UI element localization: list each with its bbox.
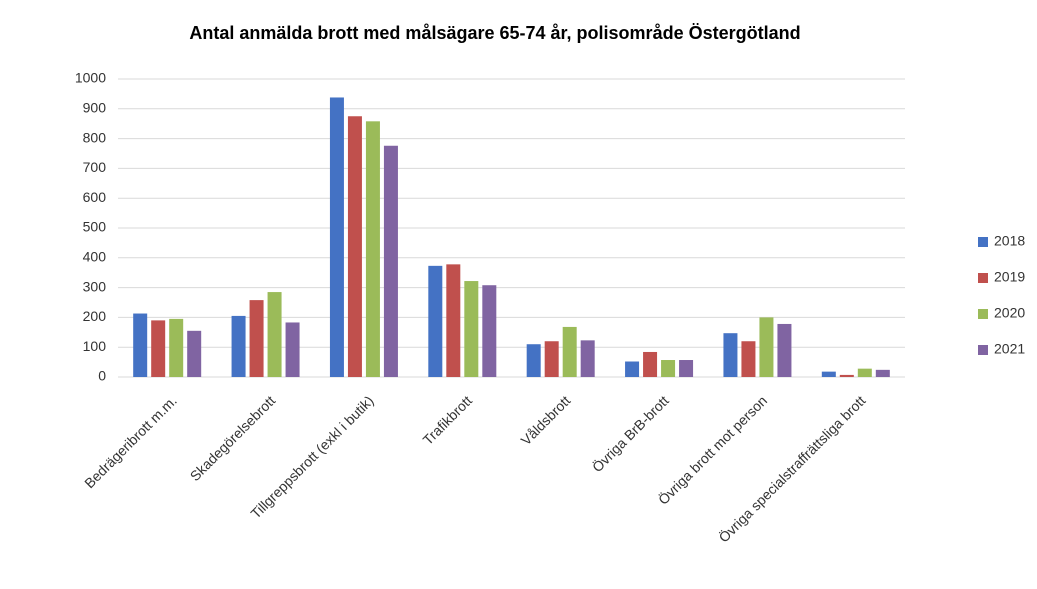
bar — [839, 374, 854, 377]
bar — [821, 371, 836, 377]
bar — [231, 315, 246, 377]
bar — [347, 116, 362, 377]
bar — [777, 323, 792, 377]
bar — [329, 97, 344, 377]
bar — [285, 322, 300, 377]
y-tick-label: 900 — [83, 100, 107, 116]
bar — [187, 330, 202, 377]
y-tick-label: 200 — [83, 308, 107, 324]
chart-title: Antal anmälda brott med målsägare 65-74 … — [189, 23, 800, 43]
bar — [723, 333, 738, 377]
y-tick-label: 600 — [83, 189, 107, 205]
y-tick-label: 1000 — [75, 70, 106, 86]
y-tick-label: 700 — [83, 159, 107, 175]
x-tick-label: Våldsbrott — [518, 392, 574, 448]
bar — [464, 281, 479, 377]
x-tick-label: Övriga BrB-brott — [588, 392, 672, 476]
x-tick-label: Skadegörelsebrott — [187, 392, 279, 484]
bar — [526, 344, 541, 377]
x-tick-label: Trafikbrott — [420, 392, 476, 448]
bar — [580, 340, 595, 377]
bar — [482, 285, 497, 377]
bar — [562, 326, 577, 377]
bar — [383, 145, 398, 377]
legend-swatch — [978, 237, 988, 247]
bar — [249, 300, 264, 377]
legend-swatch — [978, 309, 988, 319]
bar — [133, 313, 148, 377]
bar — [759, 317, 774, 377]
bar — [661, 360, 676, 377]
y-tick-label: 800 — [83, 129, 107, 145]
bar — [857, 368, 872, 377]
legend-swatch — [978, 345, 988, 355]
bar — [169, 318, 184, 377]
x-tick-label: Bedrägeribrott m.m. — [81, 392, 180, 491]
legend-label: 2020 — [994, 305, 1025, 321]
x-tick-label: Övriga brott mot person — [654, 392, 770, 508]
bar — [446, 264, 461, 377]
legend-label: 2019 — [994, 269, 1025, 285]
bar — [365, 121, 380, 377]
legend-swatch — [978, 273, 988, 283]
bar — [741, 341, 756, 377]
y-tick-label: 400 — [83, 249, 107, 265]
bar — [679, 360, 694, 377]
bar — [875, 369, 890, 377]
bar — [643, 351, 658, 377]
y-tick-label: 100 — [83, 338, 107, 354]
legend-label: 2018 — [994, 233, 1025, 249]
y-tick-label: 500 — [83, 219, 107, 235]
bar — [267, 292, 282, 377]
bar — [544, 341, 559, 377]
bar — [151, 320, 166, 377]
y-tick-label: 300 — [83, 278, 107, 294]
bar — [428, 265, 443, 377]
legend-label: 2021 — [994, 341, 1025, 357]
bar — [625, 361, 640, 377]
y-tick-label: 0 — [98, 368, 106, 384]
